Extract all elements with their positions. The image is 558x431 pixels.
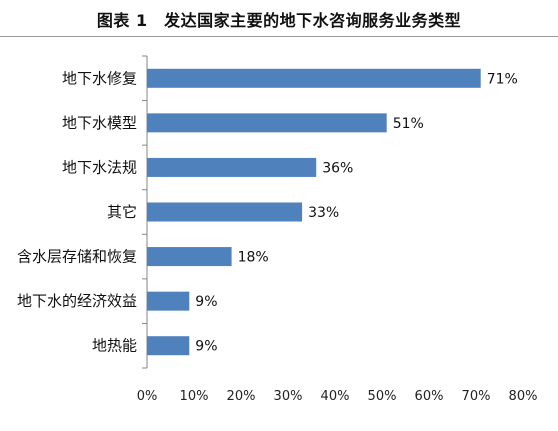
x-tick-label: 10% <box>180 389 209 404</box>
x-tick-label: 80% <box>509 389 538 404</box>
data-label: 51% <box>393 116 424 132</box>
chart-bars <box>147 68 481 356</box>
x-tick-label: 70% <box>462 389 491 404</box>
chart-title-bar: 图表 1 发达国家主要的地下水咨询服务业务类型 <box>0 0 558 37</box>
x-tick-label: 30% <box>274 389 303 404</box>
data-label: 33% <box>308 205 339 221</box>
x-tick-label: 20% <box>227 389 256 404</box>
chart-title: 图表 1 发达国家主要的地下水咨询服务业务类型 <box>96 11 462 30</box>
category-label: 其它 <box>107 203 137 221</box>
chart-labels: 0% 10% 20% 30% 40% 50% 60% 70% 80% 地下水修复 71% 地下水模型 5… <box>17 69 537 404</box>
x-tick-label: 0% <box>137 389 158 404</box>
bar <box>147 68 481 88</box>
chart-axes <box>142 55 148 369</box>
bar <box>147 336 190 356</box>
category-label: 地热能 <box>92 337 137 355</box>
data-label: 9% <box>195 294 217 310</box>
data-label: 71% <box>487 71 518 87</box>
bar <box>147 247 232 267</box>
bar <box>147 291 190 311</box>
bar <box>147 202 303 222</box>
bar <box>147 113 387 133</box>
data-label: 36% <box>322 160 353 176</box>
category-label: 地下水法规 <box>62 158 137 176</box>
bar <box>147 157 317 177</box>
category-label: 地下水模型 <box>62 114 137 132</box>
category-label: 含水层存储和恢复 <box>17 248 137 266</box>
data-label: 9% <box>195 339 217 355</box>
data-label: 18% <box>238 250 269 266</box>
category-label: 地下水修复 <box>62 69 137 87</box>
x-tick-label: 40% <box>321 389 350 404</box>
x-tick-label: 60% <box>415 389 444 404</box>
x-tick-label: 50% <box>368 389 397 404</box>
category-label: 地下水的经济效益 <box>17 292 137 310</box>
